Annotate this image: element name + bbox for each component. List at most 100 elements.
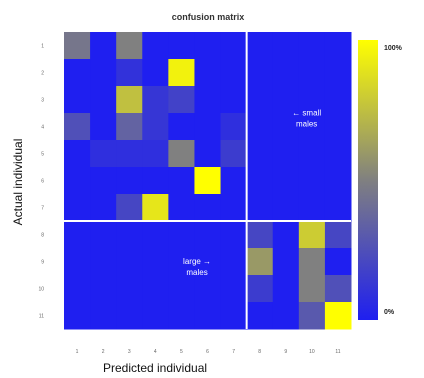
heatmap-cell-r8-c4 <box>142 221 169 249</box>
heatmap-cell-r10-c7 <box>220 275 248 303</box>
heatmap-cell-r2-c3 <box>116 59 143 87</box>
annotation-line: large → <box>183 257 211 266</box>
heatmap-cell-r9-c10 <box>298 248 326 276</box>
heatmap-cell-r9-c11 <box>324 248 352 276</box>
heatmap-cell-r10-c3 <box>116 275 143 303</box>
heatmap-cell-r6-c3 <box>116 167 143 195</box>
x-tick-3: 3 <box>128 349 131 355</box>
heatmap-cell-r1-c2 <box>90 32 117 60</box>
heatmap-cell-r10-c4 <box>142 275 169 303</box>
heatmap-cell-r6-c9 <box>272 167 300 195</box>
heatmap-cell-r6-c6 <box>194 167 222 195</box>
x-tick-11: 11 <box>335 349 340 355</box>
heatmap-cell-r2-c4 <box>142 59 169 87</box>
colorbar-top-label: 100% <box>384 45 403 52</box>
heatmap-cell-r6-c11 <box>324 167 352 195</box>
y-tick-10: 10 <box>38 287 44 293</box>
y-tick-labels: 1 2 3 4 5 6 7 8 9 10 11 <box>38 44 44 320</box>
heatmap-cell-r6-c4 <box>142 167 169 195</box>
heatmap-cell-r11-c3 <box>116 302 143 330</box>
heatmap-cell-r4-c2 <box>90 113 117 141</box>
heatmap-cell-r2-c10 <box>298 59 326 87</box>
heatmap-cell-r11-c6 <box>194 302 222 330</box>
heatmap-cell-r9-c9 <box>272 248 300 276</box>
heatmap-cell-r5-c9 <box>272 140 300 168</box>
x-tick-8: 8 <box>258 349 261 355</box>
heatmap-cell-r1-c7 <box>220 32 248 60</box>
x-tick-4: 4 <box>154 349 157 355</box>
annotation-small-males: ← small males <box>292 109 321 129</box>
heatmap-cell-r7-c2 <box>90 194 117 222</box>
heatmap-cell-r10-c2 <box>90 275 117 303</box>
heatmap-cell-r5-c3 <box>116 140 143 168</box>
heatmap-cell-r5-c10 <box>298 140 326 168</box>
x-tick-2: 2 <box>102 349 105 355</box>
annotation-line: ← small <box>292 109 321 118</box>
heatmap-cell-r7-c5 <box>168 194 195 222</box>
heatmap-cell-r6-c10 <box>298 167 326 195</box>
heatmap-cell-r9-c8 <box>246 248 274 276</box>
heatmap-cells <box>64 32 352 330</box>
heatmap-cell-r6-c5 <box>168 167 195 195</box>
y-tick-5: 5 <box>41 152 44 158</box>
heatmap-cell-r8-c7 <box>220 221 248 249</box>
heatmap-cell-r5-c6 <box>194 140 222 168</box>
y-tick-7: 7 <box>41 206 44 212</box>
heatmap-cell-r10-c11 <box>324 275 352 303</box>
y-tick-2: 2 <box>41 71 44 77</box>
heatmap-cell-r7-c7 <box>220 194 248 222</box>
heatmap-cell-r10-c6 <box>194 275 222 303</box>
heatmap-cell-r8-c9 <box>272 221 300 249</box>
heatmap-cell-r7-c8 <box>246 194 274 222</box>
heatmap-cell-r8-c3 <box>116 221 143 249</box>
heatmap-cell-r3-c3 <box>116 86 143 114</box>
heatmap-cell-r3-c10 <box>298 86 326 114</box>
y-tick-6: 6 <box>41 179 44 185</box>
x-tick-5: 5 <box>180 349 183 355</box>
heatmap-cell-r8-c1 <box>64 221 91 249</box>
heatmap-cell-r9-c2 <box>90 248 117 276</box>
x-tick-7: 7 <box>232 349 235 355</box>
heatmap-cell-r2-c9 <box>272 59 300 87</box>
x-tick-6: 6 <box>206 349 209 355</box>
heatmap-cell-r11-c7 <box>220 302 248 330</box>
heatmap-cell-r11-c11 <box>324 302 352 330</box>
heatmap-cell-r5-c4 <box>142 140 169 168</box>
heatmap-cell-r11-c5 <box>168 302 195 330</box>
heatmap-cell-r3-c2 <box>90 86 117 114</box>
heatmap-cell-r4-c9 <box>272 113 300 141</box>
heatmap-cell-r1-c6 <box>194 32 222 60</box>
heatmap-cell-r7-c3 <box>116 194 143 222</box>
heatmap-cell-r1-c8 <box>246 32 274 60</box>
heatmap-cell-r5-c2 <box>90 140 117 168</box>
heatmap-cell-r2-c1 <box>64 59 91 87</box>
x-tick-9: 9 <box>284 349 287 355</box>
heatmap-cell-r11-c4 <box>142 302 169 330</box>
heatmap-cell-r6-c1 <box>64 167 91 195</box>
heatmap-cell-r1-c9 <box>272 32 300 60</box>
y-tick-1: 1 <box>41 44 44 50</box>
heatmap-cell-r1-c5 <box>168 32 195 60</box>
heatmap-cell-r1-c1 <box>64 32 91 60</box>
heatmap-cell-r7-c1 <box>64 194 91 222</box>
colorbar-bottom-label: 0% <box>384 309 395 316</box>
heatmap-cell-r7-c4 <box>142 194 169 222</box>
heatmap-cell-r4-c8 <box>246 113 274 141</box>
heatmap-cell-r11-c10 <box>298 302 326 330</box>
heatmap-cell-r5-c7 <box>220 140 248 168</box>
heatmap-cell-r3-c7 <box>220 86 248 114</box>
heatmap-cell-r5-c5 <box>168 140 195 168</box>
heatmap-cell-r4-c4 <box>142 113 169 141</box>
heatmap-cell-r3-c9 <box>272 86 300 114</box>
heatmap-cell-r11-c8 <box>246 302 274 330</box>
heatmap-cell-r3-c4 <box>142 86 169 114</box>
heatmap-cell-r8-c11 <box>324 221 352 249</box>
heatmap-cell-r6-c8 <box>246 167 274 195</box>
x-tick-labels: 1 2 3 4 5 6 7 8 9 10 11 <box>76 349 341 355</box>
y-tick-3: 3 <box>41 98 44 104</box>
heatmap-cell-r8-c5 <box>168 221 195 249</box>
heatmap-cell-r8-c6 <box>194 221 222 249</box>
heatmap-cell-r8-c2 <box>90 221 117 249</box>
heatmap-cell-r2-c6 <box>194 59 222 87</box>
heatmap-cell-r2-c5 <box>168 59 195 87</box>
